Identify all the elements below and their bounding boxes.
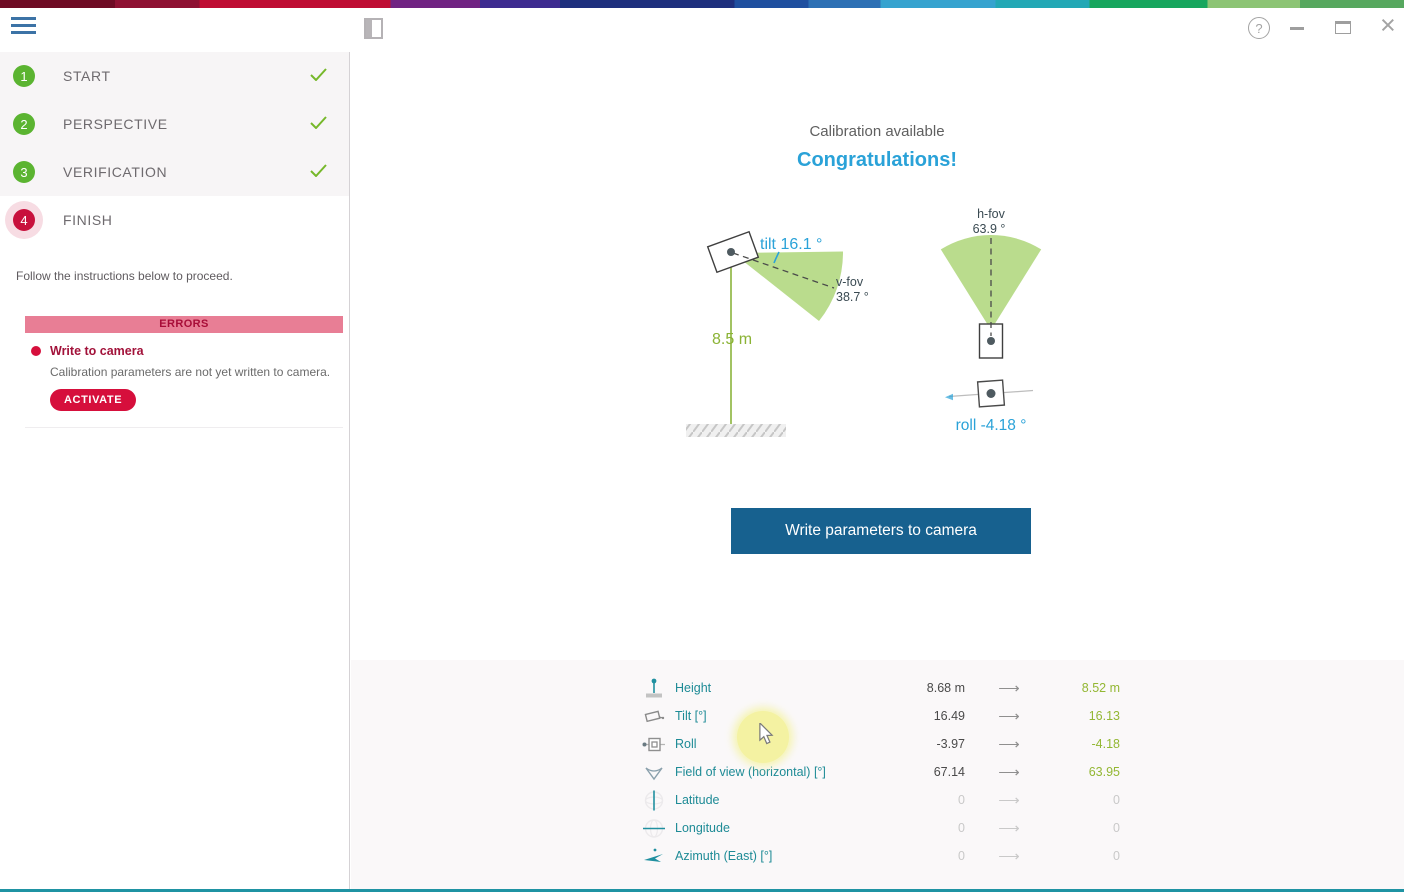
tilt-label: tilt 16.1 ° (760, 236, 822, 253)
parameter-old-value: 0 (958, 793, 965, 807)
check-icon (310, 68, 327, 81)
parameter-old-value: 0 (958, 849, 965, 863)
step-number: 2 (13, 113, 35, 135)
camera-lens-dot (727, 248, 735, 256)
close-icon[interactable]: × (1380, 10, 1396, 40)
camera-lens-dot (987, 337, 995, 345)
step-finish[interactable]: 4 FINISH (0, 196, 349, 244)
step-number: 4 (13, 209, 35, 231)
activate-button[interactable]: ACTIVATE (50, 389, 137, 411)
arrow-right-icon: ⟶ (998, 736, 1020, 753)
parameter-new-value: -4.18 (1091, 737, 1121, 751)
check-icon (310, 116, 327, 129)
table-row: Longitude 0 ⟶ 0 (640, 814, 1120, 842)
table-row: Field of view (horizontal) [°] 67.14 ⟶ 63.9… (640, 758, 1120, 786)
errors-block: ERRORS Write to camera Calibration param… (25, 316, 343, 428)
congratulations-headline: Congratulations! (797, 149, 957, 171)
arrow-right-icon: ⟶ (998, 820, 1020, 837)
parameter-new-value: 0 (1113, 849, 1120, 863)
parameter-old-value: 8.68 m (926, 681, 965, 695)
status-text: Calibration available (809, 123, 945, 140)
roll-label: roll -4.18 ° (956, 417, 1027, 434)
wizard-sidebar: 1 START 2 PERSPECTIVE 3 VERIFICATION 4 F… (0, 52, 350, 889)
write-parameters-button[interactable]: Write parameters to camera (731, 508, 1031, 554)
step-start[interactable]: 1 START (0, 52, 349, 100)
check-icon (310, 164, 327, 177)
roll-icon (640, 733, 668, 756)
top-view-diagram: h-fov 63.9 ° roll -4.18 ° (940, 207, 1042, 434)
side-view-diagram: tilt 16.1 ° v-fov 38.7 ° 8.5 m (686, 230, 869, 437)
mouse-cursor (759, 723, 774, 745)
arrow-right-icon: ⟶ (998, 848, 1020, 865)
parameters-table: Height 8.68 m ⟶ 8.52 m Tilt [°] 16.49 ⟶ 16.13 Ro… (640, 674, 1120, 870)
latitude-icon (640, 789, 668, 812)
ground-hatch (686, 424, 786, 437)
table-row: Latitude 0 ⟶ 0 (640, 786, 1120, 814)
parameter-label: Field of view (horizontal) [°] (675, 765, 826, 779)
error-description: Calibration parameters are not yet writt… (50, 365, 331, 379)
parameter-new-value: 0 (1113, 821, 1120, 835)
parameters-panel: Height 8.68 m ⟶ 8.52 m Tilt [°] 16.49 ⟶ 16.13 Ro… (351, 660, 1404, 889)
step-verification[interactable]: 3 VERIFICATION (0, 148, 349, 196)
header-bar: ? × (0, 8, 1404, 52)
vfov-value: 38.7 ° (836, 290, 869, 304)
step-label: VERIFICATION (63, 164, 168, 180)
camera-lens-dot (986, 389, 996, 398)
step-number: 3 (13, 161, 35, 183)
parameter-label: Roll (675, 737, 697, 751)
roll-arrow-tip (945, 393, 953, 401)
parameter-new-value: 8.52 m (1081, 681, 1120, 695)
vfov-fan (733, 251, 844, 321)
step-label: PERSPECTIVE (63, 116, 168, 132)
optical-axis-dashed (732, 252, 835, 289)
parameter-old-value: 0 (958, 821, 965, 835)
table-row: Roll -3.97 ⟶ -4.18 (640, 730, 1120, 758)
errors-header: ERRORS (25, 316, 343, 333)
azimuth-icon (640, 845, 668, 868)
minimize-icon[interactable] (1290, 27, 1304, 30)
menu-icon[interactable] (11, 17, 37, 37)
parameter-new-value: 63.95 (1088, 765, 1120, 779)
error-title: Write to camera (50, 344, 144, 358)
parameter-label: Tilt [°] (675, 709, 707, 723)
parameter-label: Latitude (675, 793, 720, 807)
parameter-old-value: 67.14 (933, 765, 965, 779)
parameter-old-value: 16.49 (933, 709, 965, 723)
calibration-diagram: tilt 16.1 ° v-fov 38.7 ° 8.5 m h-fov 63.… (686, 207, 1042, 437)
maximize-icon[interactable] (1335, 21, 1351, 34)
brand-color-strip (0, 0, 1404, 8)
instruction-text: Follow the instructions below to proceed… (16, 269, 233, 283)
step-number: 1 (13, 65, 35, 87)
bottom-accent-line (0, 889, 1404, 892)
hfov-label: h-fov (977, 207, 1006, 221)
table-row: Tilt [°] 16.49 ⟶ 16.13 (640, 702, 1120, 730)
parameter-label: Azimuth (East) [°] (675, 849, 773, 863)
parameter-new-value: 16.13 (1088, 709, 1120, 723)
hfov-value: 63.9 ° (973, 222, 1006, 236)
table-row: Azimuth (East) [°] 0 ⟶ 0 (640, 842, 1120, 870)
tilt-icon (640, 705, 668, 728)
parameter-old-value: -3.97 (936, 737, 966, 751)
error-dot-icon (31, 346, 41, 356)
height-label: 8.5 m (712, 331, 752, 348)
sidebar-toggle-icon[interactable] (364, 18, 383, 39)
step-perspective[interactable]: 2 PERSPECTIVE (0, 100, 349, 148)
arrow-right-icon: ⟶ (998, 792, 1020, 809)
parameter-new-value: 0 (1113, 793, 1120, 807)
arrow-right-icon: ⟶ (998, 764, 1020, 781)
parameter-label: Height (675, 681, 712, 695)
table-row: Height 8.68 m ⟶ 8.52 m (640, 674, 1120, 702)
fov-icon (640, 761, 668, 784)
longitude-icon (640, 817, 668, 840)
vfov-label: v-fov (836, 275, 864, 289)
step-label: FINISH (63, 212, 113, 228)
arrow-right-icon: ⟶ (998, 680, 1020, 697)
tilt-angle-tick (773, 251, 780, 264)
arrow-right-icon: ⟶ (998, 708, 1020, 725)
height-icon (640, 677, 668, 700)
help-icon[interactable]: ? (1248, 17, 1270, 39)
step-label: START (63, 68, 111, 84)
parameter-label: Longitude (675, 821, 730, 835)
